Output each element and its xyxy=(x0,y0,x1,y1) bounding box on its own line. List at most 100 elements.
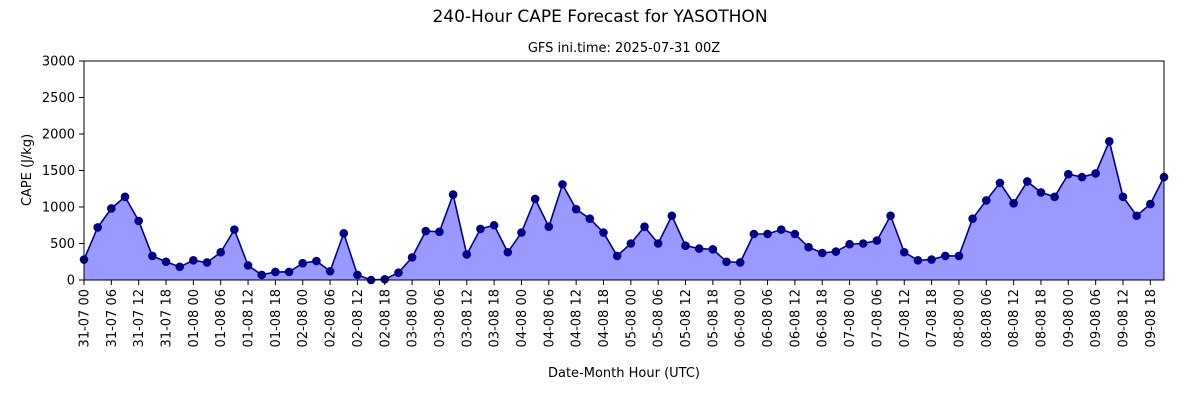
x-tick-label: 08-08 18 xyxy=(1034,289,1049,347)
y-tick-label: 2500 xyxy=(42,91,75,106)
data-point xyxy=(243,261,253,270)
x-tick-label: 06-08 18 xyxy=(816,289,831,347)
x-tick-label: 31-07 00 xyxy=(78,289,93,347)
x-tick-label: 02-08 12 xyxy=(351,289,366,347)
data-point xyxy=(1050,192,1059,202)
data-point xyxy=(995,178,1005,188)
y-tick-label: 3000 xyxy=(42,55,75,70)
data-point xyxy=(394,268,403,278)
data-point xyxy=(230,225,239,234)
data-point xyxy=(872,236,882,245)
x-tick-label: 31-07 06 xyxy=(105,289,120,347)
x-tick-label: 02-08 06 xyxy=(324,289,339,347)
data-point xyxy=(189,255,198,265)
data-point xyxy=(284,267,294,277)
data-point xyxy=(599,228,608,237)
x-tick-label: 03-08 18 xyxy=(488,289,503,347)
data-point xyxy=(175,262,184,272)
data-point xyxy=(120,192,130,202)
data-point xyxy=(93,223,102,232)
data-point xyxy=(749,229,759,239)
x-tick-label: 01-08 18 xyxy=(269,289,284,347)
x-tick-label: 07-08 00 xyxy=(843,289,858,347)
data-point xyxy=(640,222,649,232)
data-point xyxy=(448,190,458,199)
y-axis-label: CAPE (J/kg) xyxy=(20,134,35,206)
x-tick-label: 07-08 06 xyxy=(870,289,885,347)
axes: 0 500 1000 1500 2000 2500 3000 31-07 00 31-07 06… xyxy=(42,55,1165,347)
x-tick-label: 08-08 00 xyxy=(952,289,967,347)
chart-title: 240-Hour CAPE Forecast for YASOTHON xyxy=(432,7,767,27)
x-tick-label: 01-08 00 xyxy=(187,289,202,347)
x-tick-label: 04-08 00 xyxy=(515,289,530,347)
y-tick-label: 0 xyxy=(67,274,75,289)
data-point xyxy=(735,258,745,267)
y-tick-label: 1000 xyxy=(42,201,75,216)
data-point xyxy=(722,257,731,267)
x-tick-label: 08-08 06 xyxy=(980,289,995,347)
data-point xyxy=(339,228,349,238)
data-point xyxy=(831,247,841,256)
x-tick-label: 09-08 06 xyxy=(1089,289,1104,347)
data-point xyxy=(1118,192,1128,202)
x-tick-label: 04-08 18 xyxy=(597,289,612,347)
x-tick-label: 05-08 12 xyxy=(679,289,694,347)
data-point xyxy=(981,196,991,205)
data-point xyxy=(107,204,116,213)
x-tick-label: 06-08 12 xyxy=(788,289,803,347)
data-point xyxy=(1009,199,1018,208)
x-tick-label: 04-08 06 xyxy=(542,289,557,347)
x-axis-label: Date-Month Hour (UTC) xyxy=(548,366,700,381)
data-point xyxy=(817,248,827,258)
data-point xyxy=(462,250,472,259)
data-point xyxy=(325,266,335,276)
x-tick-label: 09-08 12 xyxy=(1116,289,1131,347)
data-point xyxy=(435,227,444,237)
data-point xyxy=(544,222,554,232)
data-point xyxy=(927,255,936,264)
data-point xyxy=(913,255,923,265)
chart-subtitle: GFS ini.time: 2025-07-31 00Z xyxy=(528,41,720,56)
data-point xyxy=(1036,188,1046,197)
data-point xyxy=(1091,169,1100,178)
x-tick-label: 05-08 06 xyxy=(652,289,667,347)
data-point xyxy=(1077,172,1087,182)
x-tick-label: 09-08 18 xyxy=(1144,289,1159,347)
y-tick-label: 2000 xyxy=(42,128,75,143)
data-point xyxy=(489,220,499,230)
data-point xyxy=(148,251,157,261)
data-point xyxy=(790,229,800,239)
data-point xyxy=(161,257,171,267)
data-point xyxy=(202,258,212,267)
data-point xyxy=(312,256,321,266)
data-point xyxy=(257,270,267,280)
data-point xyxy=(558,180,567,189)
data-point xyxy=(517,228,526,237)
x-tick-label: 31-07 18 xyxy=(160,289,175,347)
data-point xyxy=(612,251,622,261)
data-point xyxy=(271,267,280,277)
data-point xyxy=(476,224,485,234)
x-tick-label: 09-08 00 xyxy=(1062,289,1077,347)
data-point xyxy=(298,258,308,268)
data-point xyxy=(1132,211,1141,221)
y-tick-label: 500 xyxy=(50,237,75,252)
data-point xyxy=(694,244,704,253)
data-point xyxy=(968,214,977,223)
data-point xyxy=(1022,177,1032,186)
data-point xyxy=(585,214,595,223)
x-tick-label: 06-08 00 xyxy=(734,289,749,347)
data-point xyxy=(421,226,431,236)
data-point xyxy=(954,251,964,261)
plot-area xyxy=(79,137,1169,285)
data-point xyxy=(134,216,143,226)
data-point xyxy=(763,229,772,239)
data-point xyxy=(940,251,950,261)
y-tick-label: 1500 xyxy=(42,164,75,179)
x-tick-label: 04-08 12 xyxy=(570,289,585,347)
x-tick-label: 31-07 12 xyxy=(132,289,147,347)
data-point xyxy=(626,239,636,248)
data-point xyxy=(407,253,417,262)
x-tick-label: 01-08 06 xyxy=(214,289,229,347)
